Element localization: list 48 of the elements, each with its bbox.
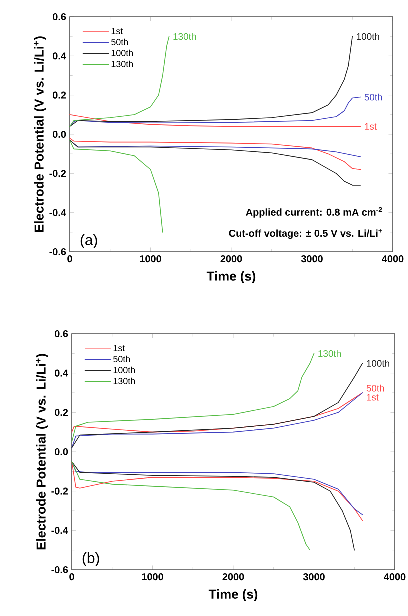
x-axis-title: Time (s): [206, 271, 256, 284]
x-tick-label: 3000: [303, 574, 325, 581]
annotation: 1st: [367, 394, 379, 401]
legend-label: 130th: [114, 378, 136, 384]
x-tick-label: 0: [68, 256, 72, 263]
annotation: 100th: [367, 360, 390, 367]
y-tick-label: -0.6: [50, 248, 66, 256]
y-tick-label: -0.2: [50, 170, 66, 178]
legend-label: 100th: [112, 50, 134, 56]
y-tick-label: -0.4: [52, 527, 68, 534]
annotation: Applied current: 0.8 mA cm$^{-2}$: [246, 207, 382, 218]
x-axis-title: Time (s): [208, 589, 258, 602]
y-tick-label: 0.6: [55, 330, 68, 338]
legend-label: 1st: [112, 28, 124, 34]
annotation: 1st: [365, 123, 377, 130]
x-tick-label: 4000: [384, 574, 406, 581]
annotation: 130th: [174, 33, 196, 40]
legend-label: 50th: [112, 38, 128, 46]
y-tick-label: -0.2: [52, 488, 68, 495]
y-tick-label: 0.6: [53, 13, 66, 21]
x-tick-label: 4000: [382, 256, 404, 263]
annotation: 50th: [366, 384, 384, 392]
legend-label: 100th: [114, 366, 136, 374]
y-axis-title: Electrode Potential (V vs. Li/Li$^{+}$): [36, 354, 48, 550]
x-tick-label: 0: [70, 574, 74, 581]
legend-label: 130th: [112, 60, 134, 68]
x-tick-label: 1000: [140, 256, 162, 263]
annotation: 50th: [364, 94, 382, 101]
legend-label: 1st: [114, 345, 126, 352]
y-axis-title: Electrode Potential (V vs. Li/Li$^{+}$): [34, 36, 46, 232]
x-tick-label: 2000: [222, 574, 244, 581]
x-tick-label: 1000: [142, 574, 164, 581]
annotation: (b): [82, 552, 100, 566]
annotation: 100th: [357, 33, 380, 40]
annotation: (a): [80, 234, 98, 248]
legend-label: 50th: [114, 356, 130, 362]
y-tick-label: 0.0: [53, 130, 66, 138]
annotation: 130th: [318, 350, 342, 358]
y-tick-label: 0.4: [53, 52, 66, 60]
y-tick-label: 0.2: [55, 409, 68, 416]
x-tick-label: 3000: [301, 256, 323, 263]
y-tick-label: -0.6: [52, 566, 68, 574]
y-tick-label: 0.4: [55, 370, 68, 377]
annotation: Cut-off voltage: ± 0.5 V vs. Li/Li$^{+}$: [229, 229, 382, 240]
y-tick-label: -0.4: [50, 209, 66, 216]
y-tick-label: 0.2: [53, 92, 66, 99]
x-tick-label: 2000: [220, 256, 242, 263]
y-tick-label: 0.0: [55, 448, 68, 456]
